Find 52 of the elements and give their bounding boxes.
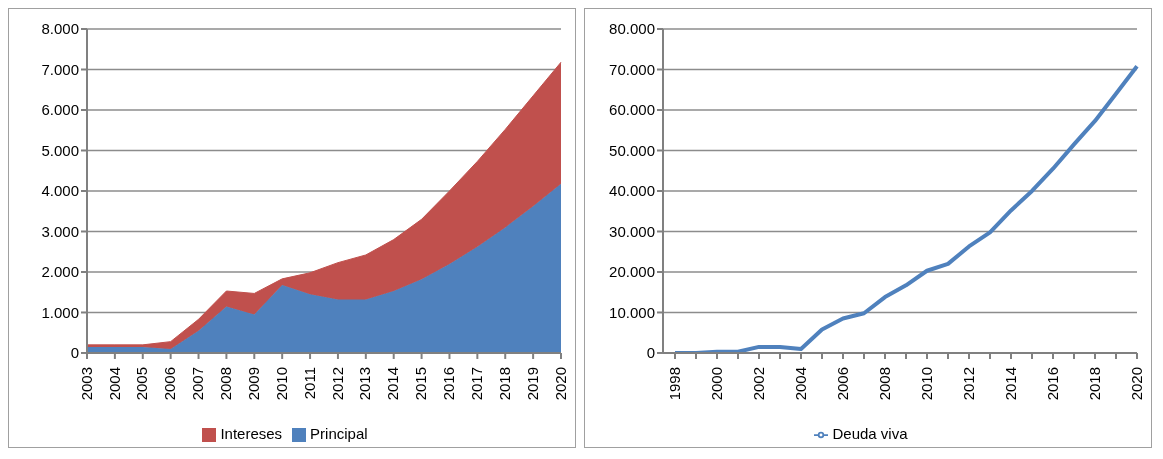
x-tick-label: 2020 (551, 366, 569, 401)
x-tick-label: 2010 (917, 366, 935, 401)
x-tick-label: 2006 (161, 366, 179, 401)
x-tick-label: 2014 (1001, 366, 1019, 401)
x-tick-label: 2012 (328, 366, 346, 401)
x-tick-label: 2013 (356, 366, 374, 401)
x-tick-label: 2018 (495, 366, 513, 401)
legend-label: Intereses (220, 424, 283, 442)
x-tick-label: 2014 (384, 366, 402, 401)
x-tick-label: 2000 (707, 366, 725, 401)
y-tick-label: 5.000 (41, 141, 79, 159)
y-tick-label: 1.000 (41, 303, 79, 321)
x-tick-label: 2008 (217, 366, 235, 401)
x-tick-label: 2010 (272, 366, 290, 401)
x-tick-label: 2019 (523, 366, 541, 401)
y-tick-label: 3.000 (41, 222, 79, 240)
y-tick-label: 80.000 (609, 20, 655, 38)
x-tick-label: 2009 (244, 366, 262, 401)
legend-label: Principal (310, 424, 368, 442)
line-series (673, 64, 1139, 353)
x-tick-label: 2017 (468, 366, 485, 401)
x-tick-label: 2002 (749, 366, 767, 401)
y-tick-label: 30.000 (609, 222, 655, 240)
y-tick-label: 7.000 (41, 60, 79, 78)
y-tick-label: 20.000 (609, 263, 655, 281)
x-tick-label: 2016 (1043, 366, 1061, 401)
y-tick-label: 2.000 (41, 263, 79, 281)
x-tick-label: 2004 (105, 366, 123, 401)
y-tick-label: 60.000 (609, 101, 655, 119)
y-tick-label: 0 (646, 344, 655, 362)
x-tick-label: 2012 (959, 366, 977, 401)
x-tick-label: 2011 (300, 366, 318, 400)
x-tick-label: 2015 (412, 366, 430, 401)
x-tick-label: 2018 (1085, 366, 1103, 401)
x-tick-label: 2005 (133, 366, 151, 401)
x-tick-label: 2007 (189, 366, 207, 401)
y-tick-label: 4.000 (41, 182, 79, 200)
x-tick-label: 2008 (875, 366, 893, 401)
x-tick-label: 2004 (791, 366, 809, 401)
y-tick-label: 70.000 (609, 60, 655, 78)
y-tick-label: 8.000 (41, 20, 79, 38)
x-tick-label: 2006 (833, 366, 851, 401)
y-tick-label: 6.000 (41, 101, 79, 119)
x-tick-label: 2020 (1127, 366, 1145, 401)
y-tick-label: 50.000 (609, 141, 655, 159)
x-tick-label: 2003 (77, 366, 95, 401)
x-tick-label: 1998 (665, 366, 683, 401)
x-tick-label: 2016 (440, 366, 458, 401)
y-tick-label: 40.000 (609, 182, 655, 200)
legend-label: Deuda viva (832, 424, 908, 442)
y-tick-label: 0 (70, 344, 79, 362)
y-tick-label: 10.000 (609, 303, 655, 321)
